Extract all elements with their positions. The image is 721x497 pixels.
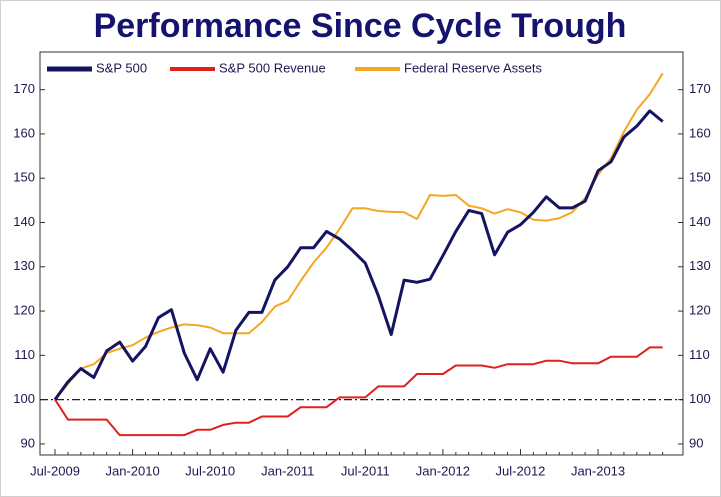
y-tick-label: 130 — [13, 258, 35, 273]
y2-tick-label: 130 — [689, 258, 711, 273]
y-tick-label: 160 — [13, 125, 35, 140]
series-line — [54, 72, 664, 401]
legend-label: S&P 500 Revenue — [219, 60, 326, 75]
y-tick-label: 90 — [21, 435, 35, 450]
y2-tick-label: 150 — [689, 170, 711, 185]
y2-tick-label: 160 — [689, 125, 711, 140]
x-tick-label: Jul-2012 — [496, 463, 546, 478]
y-tick-label: 100 — [13, 391, 35, 406]
y-tick-label: 120 — [13, 303, 35, 318]
x-tick-label: Jan-2011 — [261, 463, 314, 478]
y-tick-label: 140 — [13, 214, 35, 229]
x-tick-label: Jul-2009 — [30, 463, 80, 478]
x-tick-label: Jan-2013 — [571, 463, 625, 478]
chart-title: Performance Since Cycle Trough — [94, 7, 627, 45]
y-tick-label: 170 — [13, 81, 35, 96]
y2-tick-label: 140 — [689, 214, 711, 229]
x-tick-label: Jan-2010 — [105, 463, 159, 478]
y2-tick-label: 170 — [689, 81, 711, 96]
plot-area — [39, 51, 684, 456]
y-tick-label: 150 — [13, 170, 35, 185]
x-tick-label: Jul-2010 — [185, 463, 235, 478]
legend-label: Federal Reserve Assets — [404, 60, 543, 75]
x-tick-label: Jan-2012 — [416, 463, 470, 478]
series-line — [54, 346, 663, 437]
series-line — [53, 109, 664, 401]
y2-tick-label: 100 — [689, 391, 711, 406]
x-tick-label: Jul-2011 — [341, 463, 390, 478]
y2-tick-label: 110 — [689, 347, 710, 362]
y-tick-label: 110 — [14, 347, 35, 362]
y2-tick-label: 90 — [689, 435, 703, 450]
legend-label: S&P 500 — [96, 60, 147, 75]
y2-tick-label: 120 — [689, 303, 711, 318]
